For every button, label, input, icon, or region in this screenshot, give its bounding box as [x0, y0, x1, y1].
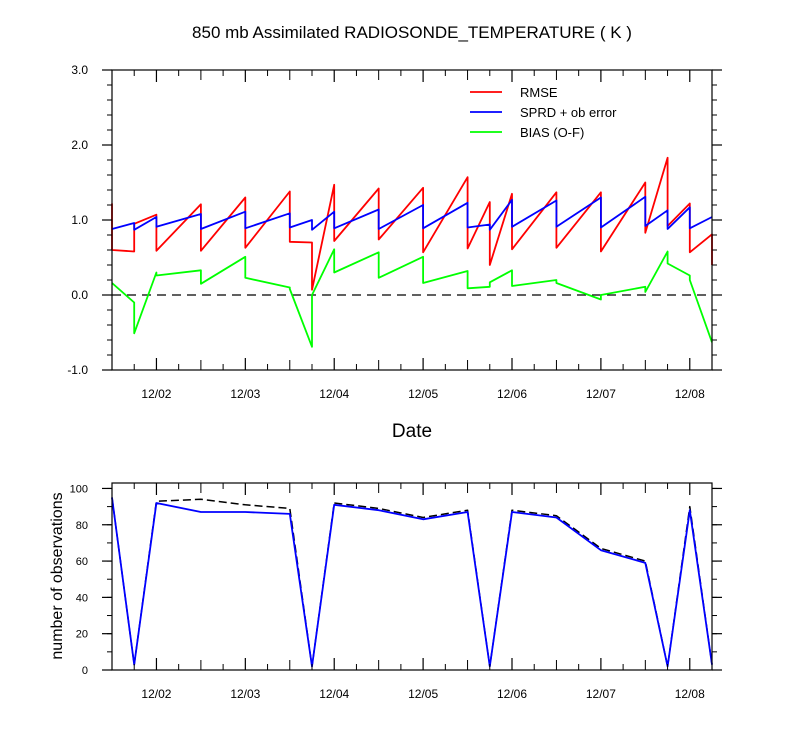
series-line-sprd-ob-error	[111, 195, 713, 231]
x-tick-label: 12/04	[319, 687, 349, 701]
x-tick-label: 12/06	[497, 687, 527, 701]
x-tick-label: 12/07	[586, 387, 616, 401]
x-tick-label: 12/02	[141, 387, 171, 401]
y-tick-label: -1.0	[67, 363, 88, 377]
x-tick-label: 12/02	[141, 687, 171, 701]
legend-label: RMSE	[520, 85, 558, 100]
bottom-plot-frame	[111, 482, 713, 671]
y-tick-label: 0.0	[71, 288, 88, 302]
y-tick-label: 60	[76, 556, 88, 568]
y-tick-label: 100	[70, 483, 88, 495]
bottom-y-tick-labels: 100 80 60 40 20 0	[70, 483, 88, 677]
x-tick-label: 12/08	[675, 387, 705, 401]
y-tick-label: 40	[76, 592, 88, 604]
y-tick-label: 20	[76, 629, 88, 641]
top-chart: 850 mb Assimilated RADIOSONDE_TEMPERATUR…	[67, 23, 722, 442]
legend-label: SPRD + ob error	[520, 105, 617, 120]
x-tick-label: 12/04	[319, 387, 349, 401]
series-line-bias-o-f	[111, 248, 713, 348]
x-tick-label: 12/08	[675, 687, 705, 701]
series-line-rmse	[111, 156, 713, 291]
y-tick-label: 2.0	[71, 138, 88, 152]
legend-label: BIAS (O-F)	[520, 125, 584, 140]
y-axis-label-observations: number of observations	[49, 492, 66, 659]
top-y-tick-labels: 3.0 2.0 1.0 0.0 -1.0	[67, 63, 88, 377]
top-ticks-group	[102, 69, 722, 371]
top-x-tick-labels: 12/02 12/03 12/04 12/05 12/06 12/07 12/08	[141, 387, 705, 401]
x-tick-label: 12/07	[586, 687, 616, 701]
series-line-used	[111, 497, 713, 668]
bottom-series-group	[111, 497, 713, 668]
y-tick-label: 0	[82, 665, 88, 677]
x-axis-label: Date	[392, 421, 432, 442]
bottom-ticks-group	[102, 483, 722, 671]
series-line-possible	[111, 497, 713, 668]
x-tick-label: 12/03	[230, 687, 260, 701]
x-tick-label: 12/05	[408, 387, 438, 401]
y-tick-label: 3.0	[71, 63, 88, 77]
x-tick-label: 12/06	[497, 387, 527, 401]
x-tick-label: 12/05	[408, 687, 438, 701]
top-series-group	[111, 156, 713, 348]
y-tick-label: 1.0	[71, 213, 88, 227]
chart-title: 850 mb Assimilated RADIOSONDE_TEMPERATUR…	[192, 23, 632, 42]
y-tick-label: 80	[76, 520, 88, 532]
x-tick-label: 12/03	[230, 387, 260, 401]
legend: RMSE SPRD + ob error BIAS (O-F)	[470, 85, 617, 140]
bottom-x-tick-labels: 12/02 12/03 12/04 12/05 12/06 12/07 12/08	[141, 687, 705, 701]
